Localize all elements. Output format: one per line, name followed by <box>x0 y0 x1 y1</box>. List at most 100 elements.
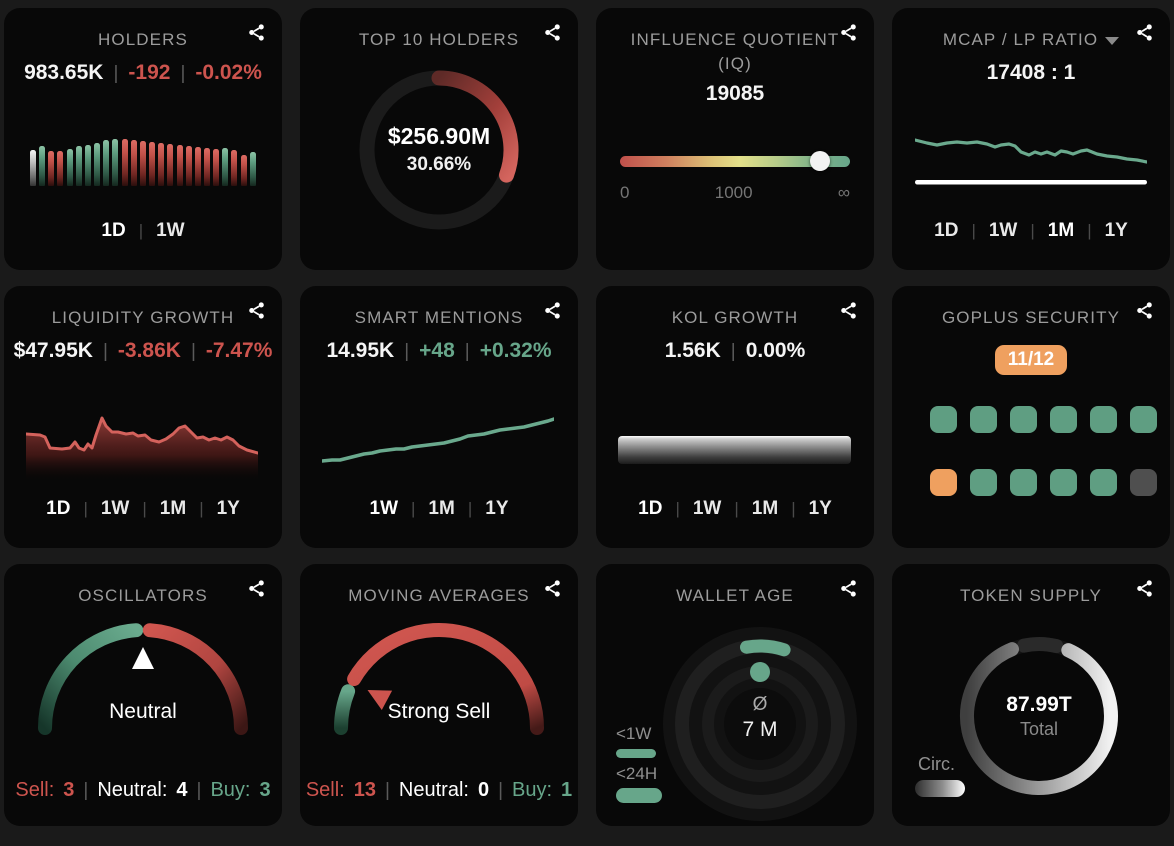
share-icon <box>841 24 856 41</box>
moving-averages-gauge: Strong Sell <box>324 616 554 749</box>
card-title: HOLDERS <box>98 30 188 49</box>
iq-scale-labels: 0 1000 ∞ <box>620 183 850 203</box>
oscillators-verdict: Neutral <box>109 700 177 723</box>
tab-1d[interactable]: 1D <box>934 220 959 241</box>
tab-1m[interactable]: 1M <box>751 498 779 519</box>
security-check-square <box>930 406 957 433</box>
tab-1y[interactable]: 1Y <box>1104 220 1128 241</box>
tab-1y[interactable]: 1Y <box>808 498 832 519</box>
smart-value-row: 14.95K +48 +0.32% <box>326 339 551 363</box>
tab-1y[interactable]: 1Y <box>485 498 509 519</box>
card-holders: HOLDERS 983.65K -192 -0.02% 1D 1W <box>4 8 282 270</box>
iq-scale-min: 0 <box>620 183 630 202</box>
share-icon <box>545 302 560 319</box>
smart-line-chart <box>320 404 556 481</box>
card-kol-growth: KOL GROWTH 1.56K 0.00% 1D 1W 1M 1Y <box>596 286 874 548</box>
tab-1w[interactable]: 1W <box>100 498 130 519</box>
share-button[interactable] <box>247 23 266 42</box>
card-title: WALLET AGE <box>676 586 794 605</box>
legend-1w-bar <box>616 749 656 758</box>
share-icon <box>249 580 264 597</box>
separator <box>468 498 472 520</box>
separator <box>142 498 146 520</box>
holders-count: 983.65K <box>24 60 104 84</box>
holder-bar <box>57 150 64 186</box>
iq-slider-track[interactable] <box>620 151 850 171</box>
separator <box>498 779 503 802</box>
share-button[interactable] <box>247 579 266 598</box>
tab-1d[interactable]: 1D <box>638 498 663 519</box>
separator <box>971 220 975 242</box>
holder-bar <box>194 147 201 186</box>
share-button[interactable] <box>543 23 562 42</box>
gauge-pointer <box>132 647 154 669</box>
separator <box>404 339 409 363</box>
holder-bar <box>130 140 137 186</box>
card-title: MCAP / LP RATIO <box>943 28 1120 52</box>
holder-bar <box>222 147 229 186</box>
holder-bar <box>39 146 46 186</box>
card-title: TOKEN SUPPLY <box>959 586 1102 605</box>
share-button[interactable] <box>1135 301 1154 320</box>
card-title: SMART MENTIONS <box>354 308 524 327</box>
security-check-square <box>970 406 997 433</box>
top10-value: $256.90M <box>388 123 490 149</box>
security-check-square <box>1090 406 1117 433</box>
tab-1y[interactable]: 1Y <box>216 498 240 519</box>
card-smart-mentions: SMART MENTIONS 14.95K +48 +0.32% 1W 1M 1… <box>300 286 578 548</box>
share-button[interactable] <box>1135 23 1154 42</box>
holders-change-pct: -0.02% <box>195 60 262 84</box>
tab-1w[interactable]: 1W <box>369 498 399 519</box>
separator <box>191 339 196 363</box>
top10-pct: 30.66% <box>407 154 472 175</box>
token-supply-ring: 87.99T Total <box>944 621 1134 816</box>
separator <box>1087 220 1091 242</box>
sell-label: Sell: <box>15 779 55 801</box>
holder-bar <box>30 149 36 186</box>
separator <box>83 498 87 520</box>
tab-1m[interactable]: 1M <box>428 498 455 519</box>
holder-bar <box>231 150 238 186</box>
holder-bar <box>75 146 82 186</box>
share-button[interactable] <box>543 301 562 320</box>
security-check-square <box>1130 406 1157 433</box>
tab-1d[interactable]: 1D <box>101 220 126 241</box>
security-score-badge[interactable]: 11/12 <box>994 344 1068 375</box>
card-wallet-age: WALLET AGE <1W <24H Ø 7 M <box>596 564 874 826</box>
separator <box>411 498 415 520</box>
tab-1m[interactable]: 1M <box>1047 220 1075 241</box>
share-button[interactable] <box>543 579 562 598</box>
iq-slider-thumb[interactable] <box>810 151 831 171</box>
share-button[interactable] <box>839 301 858 320</box>
share-button[interactable] <box>247 301 266 320</box>
share-button[interactable] <box>839 579 858 598</box>
wallet-age-rings: Ø 7 M <box>660 624 860 826</box>
tab-1w[interactable]: 1W <box>692 498 722 519</box>
share-icon <box>1137 580 1152 597</box>
separator <box>113 61 118 85</box>
smart-change-pct: +0.32% <box>479 338 552 362</box>
holder-bar <box>176 144 183 186</box>
wallet-avg-value: 7 M <box>742 718 777 741</box>
holder-bar <box>158 142 165 186</box>
separator <box>103 339 108 363</box>
buy-label: Buy: <box>512 779 553 801</box>
holder-bar <box>94 142 101 186</box>
iq-title-line2: (IQ) <box>718 53 752 73</box>
timeframe-tabs: 1D 1W 1M 1Y <box>892 220 1170 242</box>
neutral-count: 4 <box>176 779 188 801</box>
separator <box>83 779 88 802</box>
tab-1d[interactable]: 1D <box>46 498 71 519</box>
smart-value: 14.95K <box>326 338 395 362</box>
supply-total-value: 87.99T <box>1006 693 1072 716</box>
tab-1w[interactable]: 1W <box>156 220 185 241</box>
signals-summary: Sell: 13 Neutral: 0 Buy: 1 <box>300 779 578 802</box>
tab-1m[interactable]: 1M <box>159 498 187 519</box>
tab-1w[interactable]: 1W <box>988 220 1018 241</box>
timeframe-tabs: 1W 1M 1Y <box>300 498 578 520</box>
security-check-square <box>1090 469 1117 496</box>
share-button[interactable] <box>1135 579 1154 598</box>
sell-label: Sell: <box>305 779 345 801</box>
dropdown-caret-icon[interactable] <box>1105 36 1120 45</box>
share-button[interactable] <box>839 23 858 42</box>
